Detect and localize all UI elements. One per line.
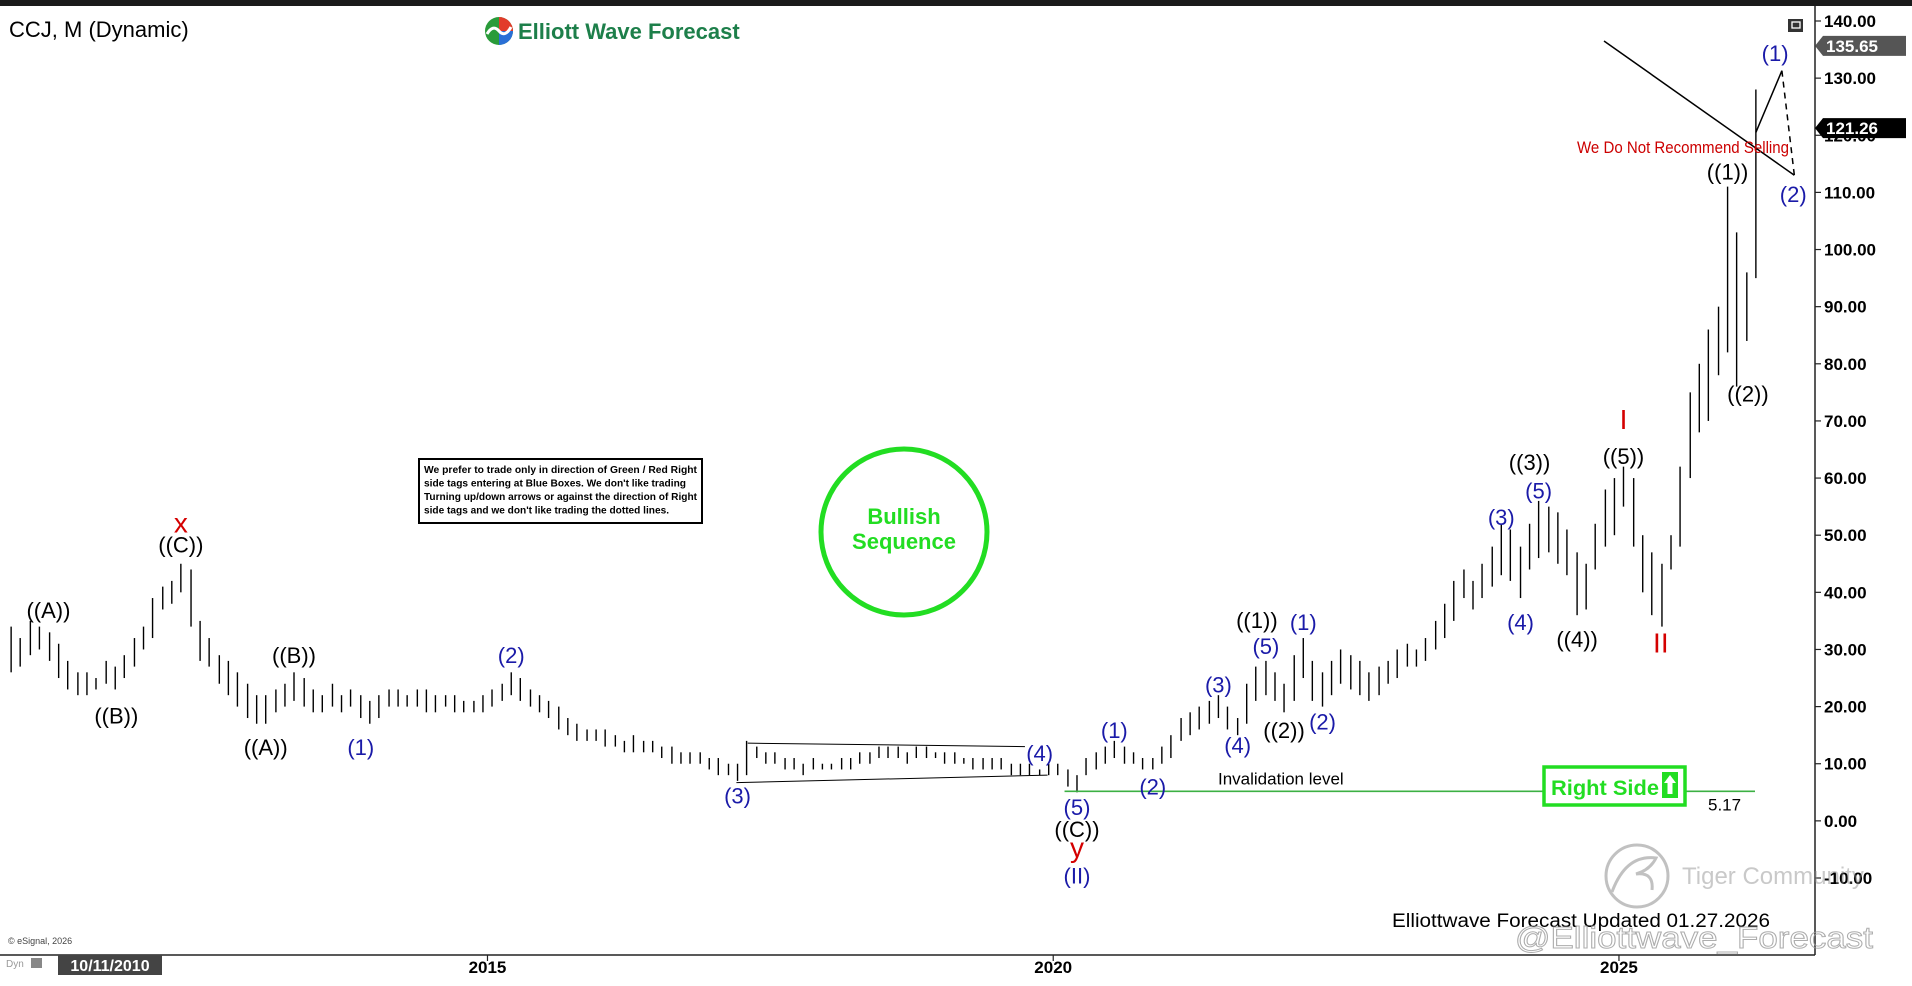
right-side-tag: Right Side [1542,765,1687,807]
wave-label: I [1620,404,1628,435]
y-tick-label: 10.00 [1824,755,1867,774]
y-tick-label: 70.00 [1824,412,1867,431]
date-readout-text: 10/11/2010 [70,958,149,975]
wave-label: (5) [1064,795,1091,820]
y-tick-label: 30.00 [1824,640,1867,659]
wave-label: ((1)) [1236,608,1278,633]
y-tick-label: 80.00 [1824,355,1867,374]
wave-label: ((B)) [272,643,316,668]
wave-label: (3) [1488,505,1515,530]
y-tick-label: 40.00 [1824,583,1867,602]
wave-label: ((2)) [1263,718,1305,743]
watermark-handle: @Elliottwave_Forecast [1515,920,1873,955]
price-marker-label: 121.26 [1826,119,1878,138]
wave-label: (4) [1026,741,1053,766]
wave-label: (3) [724,784,751,809]
wave-label: (II) [1064,864,1091,889]
wave-label: ((C)) [1054,817,1099,842]
price-marker [1815,35,1906,56]
price-marker [1815,118,1906,139]
wave-label: (5) [1252,634,1279,659]
projection-line-dashed [1781,70,1796,176]
recommend-text: We Do Not Recommend Selling [1577,138,1789,157]
projection-line-2 [1603,40,1795,176]
projection-line-1 [1755,70,1783,133]
wave-label: ((5)) [1603,444,1645,469]
wave-label: (2) [1139,775,1166,800]
y-tick-label: -10.00 [1824,869,1872,888]
wave-label: (1) [347,735,374,760]
tiger-community-watermark: Tiger Community [1604,843,1864,909]
tiger-logo-icon [1604,843,1670,909]
y-tick-label: 100.00 [1824,241,1876,260]
wave-label: (1) [1290,610,1317,635]
symbol-title: CCJ, M (Dynamic) [9,17,189,42]
wave-label: ((4)) [1556,627,1598,652]
wave-label: ((1)) [1707,159,1749,184]
esignal-credit: © eSignal, 2026 [8,936,72,946]
wave-label: (3) [1205,672,1232,697]
bullish-line-2: Sequence [852,529,956,554]
wave-label: ((A)) [244,735,288,760]
x-tick-label: 2020 [1034,958,1072,977]
y-tick-label: 140.00 [1824,12,1876,31]
invalidation-value: 5.17 [1708,795,1741,814]
tiger-community-text: Tiger Community [1682,863,1864,890]
y-tick-label: 0.00 [1824,812,1857,831]
y-tick-label: 50.00 [1824,526,1867,545]
y-tick-label: 130.00 [1824,69,1876,88]
wave-label: (2) [498,643,525,668]
right-side-label: Right Side [1551,777,1659,800]
y-tick-label: 110.00 [1824,183,1875,202]
wave-label: ((A)) [26,598,70,623]
wave-label: ((B)) [94,704,138,729]
brand-logo: Elliott Wave Forecast [485,17,740,45]
rules-line-3: Turning up/down arrows or against the di… [424,491,697,503]
rules-line-2: side tags entering at Blue Boxes. We don… [424,478,686,490]
wave-label: ((3)) [1509,450,1551,475]
brand-name: Elliott Wave Forecast [518,19,740,44]
triangle-upper-line [747,742,1025,748]
wave-label: (5) [1525,479,1552,504]
dyn-label: Dyn [6,959,24,970]
window-restore-icon[interactable] [1788,19,1803,32]
arrow-up-icon [1662,772,1678,798]
invalidation-label: Invalidation level [1218,769,1344,788]
wave-label: (4) [1224,733,1251,758]
elliott-wave-logo-icon [485,17,513,45]
dyn-icon [31,958,42,968]
updated-text: Elliottwave Forecast Updated 01.27.2026 [1392,911,1770,932]
date-readout: 10/11/2010 [58,955,162,975]
price-marker-label: 135.65 [1826,37,1878,56]
triangle-lower-line [736,774,1048,784]
trading-rules-box: We prefer to trade only in direction of … [418,458,703,524]
y-tick-label: 60.00 [1824,469,1867,488]
y-tick-label: 20.00 [1824,698,1867,717]
x-tick-label: 2015 [469,958,507,977]
wave-label: ((2)) [1727,382,1769,407]
wave-label: x [174,507,188,538]
rules-line-1: We prefer to trade only in direction of … [424,464,697,476]
wave-label: (2) [1309,709,1336,734]
wave-label: (2) [1780,182,1807,207]
y-tick-label: 90.00 [1824,298,1867,317]
wave-label: y [1070,832,1084,863]
bullish-sequence-badge: Bullish Sequence [818,446,990,618]
wave-label: (1) [1101,718,1128,743]
wave-label: (4) [1507,610,1534,635]
x-tick-label: 2025 [1600,958,1638,977]
wave-label: (1) [1762,41,1789,66]
rules-line-4: side tags and we don't like trading the … [424,505,669,517]
wave-label: II [1653,627,1669,658]
wave-label: ((C)) [158,532,203,557]
bullish-line-1: Bullish [867,504,940,529]
top-border [0,0,1912,6]
